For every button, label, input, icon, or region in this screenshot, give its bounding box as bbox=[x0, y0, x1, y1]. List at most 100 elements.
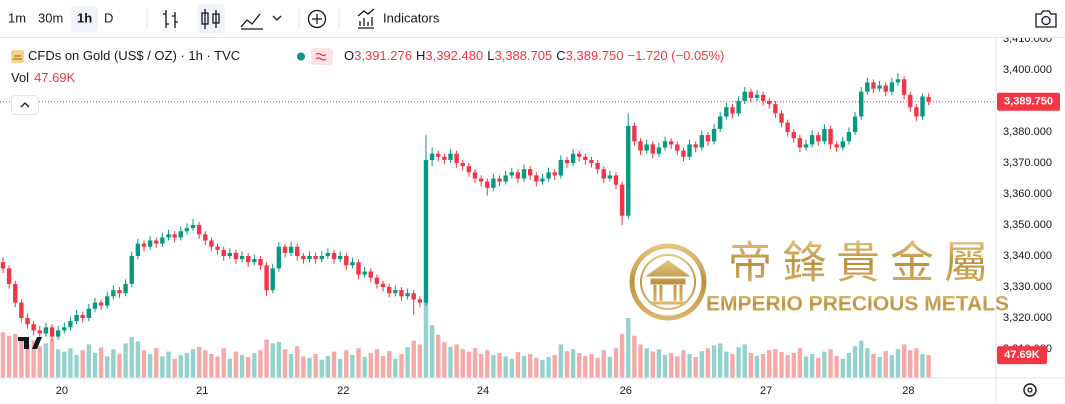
candle-body bbox=[693, 144, 698, 148]
legend-line: CFDs on Gold (US$ / OZ) · 1h · TVC bbox=[28, 48, 240, 63]
volume-bar bbox=[834, 355, 839, 378]
interval-button[interactable]: D bbox=[104, 10, 113, 25]
candle-body bbox=[92, 302, 98, 309]
compare-plus[interactable] bbox=[312, 14, 322, 24]
candle-body bbox=[515, 172, 521, 179]
candle-body bbox=[779, 113, 784, 123]
candle-body bbox=[748, 91, 754, 98]
volume-bar bbox=[301, 356, 306, 378]
screenshot-icon[interactable] bbox=[1035, 10, 1057, 28]
tradingview-logo bbox=[18, 337, 42, 349]
candle-body bbox=[803, 144, 809, 148]
bars-icon[interactable] bbox=[163, 10, 178, 28]
volume-bar bbox=[319, 359, 324, 378]
settings-button[interactable] bbox=[1023, 383, 1037, 397]
volume-bar bbox=[859, 340, 864, 378]
volume-bar bbox=[246, 356, 251, 378]
candles-icon[interactable] bbox=[201, 9, 220, 29]
volume-bar bbox=[123, 343, 128, 378]
candle-body bbox=[601, 169, 606, 179]
indicators-button[interactable]: Indicators bbox=[383, 10, 440, 25]
volume-bar bbox=[37, 346, 42, 378]
candle-body bbox=[681, 150, 686, 157]
volume-bar bbox=[221, 348, 226, 378]
volume-bar bbox=[840, 358, 846, 378]
candle-body bbox=[834, 144, 839, 148]
ohlc-label: C bbox=[556, 48, 565, 63]
candle-body bbox=[74, 314, 79, 322]
candle-body bbox=[350, 262, 355, 266]
candle-body bbox=[914, 107, 919, 117]
symbol-name: CFDs on Gold (US$ / OZ) · 1h · TVC bbox=[28, 48, 240, 63]
candle-body bbox=[307, 256, 312, 260]
volume-bar bbox=[883, 351, 888, 378]
candle-body bbox=[393, 290, 398, 294]
candle-body bbox=[258, 259, 263, 266]
candle-body bbox=[233, 252, 239, 260]
volume-bar bbox=[577, 353, 582, 378]
candle-body bbox=[13, 283, 18, 303]
volume-bar bbox=[111, 349, 116, 378]
volume-bar bbox=[822, 351, 827, 378]
x-tick-label: 28 bbox=[902, 385, 914, 397]
volume-bar bbox=[233, 351, 239, 378]
candle-body bbox=[527, 169, 533, 176]
volume-bar bbox=[86, 344, 92, 378]
volume-bar bbox=[650, 351, 655, 378]
ohlc-label: L bbox=[487, 48, 494, 63]
volume-bar bbox=[613, 348, 619, 378]
candle-body bbox=[423, 159, 429, 303]
volume-bar bbox=[920, 354, 925, 378]
candle-body bbox=[558, 159, 564, 176]
interval-button[interactable]: 30m bbox=[38, 10, 63, 25]
candle-body bbox=[901, 79, 907, 95]
volume-bar bbox=[730, 354, 735, 378]
volume-bar bbox=[276, 342, 282, 378]
volume-bar bbox=[19, 337, 24, 378]
volume-bar bbox=[252, 353, 257, 378]
volume-bar bbox=[828, 349, 833, 378]
data-status-badge bbox=[311, 48, 333, 65]
interval-button[interactable]: 1h bbox=[77, 10, 92, 25]
legend-ohlc: O3,391.276 H3,392.480 L3,388.705 C3,389.750… bbox=[344, 48, 724, 63]
style-dropdown[interactable] bbox=[272, 15, 282, 21]
volume-bar bbox=[62, 351, 67, 378]
volume-bar bbox=[736, 347, 741, 378]
volume-bar bbox=[203, 350, 208, 378]
volume-bar bbox=[865, 348, 870, 378]
ohlc-value: 3,389.750 bbox=[566, 48, 624, 63]
candle-body bbox=[252, 259, 257, 263]
interval-button[interactable]: 1m bbox=[8, 10, 26, 25]
volume-bar bbox=[307, 357, 312, 378]
volume-bar bbox=[288, 354, 294, 378]
volume-bar bbox=[386, 351, 392, 378]
volume-bar bbox=[178, 354, 183, 378]
ohlc-value: 3,392.480 bbox=[425, 48, 483, 63]
volume-bar bbox=[472, 348, 478, 378]
volume-bar bbox=[503, 356, 508, 378]
area-icon[interactable] bbox=[240, 13, 263, 30]
candle-body bbox=[288, 246, 294, 253]
volume-bar bbox=[760, 354, 766, 378]
candle-body bbox=[356, 262, 361, 275]
last-price-badge bbox=[997, 92, 1060, 111]
candle-body bbox=[485, 181, 490, 188]
collapse-button[interactable] bbox=[11, 95, 39, 115]
candle-body bbox=[178, 231, 183, 238]
volume-bar bbox=[718, 343, 723, 378]
candle-body bbox=[920, 96, 925, 117]
candle-body bbox=[662, 141, 668, 148]
volume-bar bbox=[227, 358, 233, 378]
candle-body bbox=[337, 256, 343, 260]
candle-body bbox=[436, 153, 441, 157]
candle-body bbox=[25, 318, 30, 325]
candle-body bbox=[166, 234, 171, 238]
candle-body bbox=[736, 101, 741, 114]
candle-body bbox=[534, 175, 539, 182]
volume-bar bbox=[466, 351, 472, 378]
volume-bar bbox=[668, 353, 674, 378]
volume-label: Vol bbox=[11, 70, 29, 85]
indicators-icon[interactable] bbox=[357, 8, 375, 29]
compare-icon[interactable] bbox=[307, 9, 327, 29]
candle-body bbox=[460, 163, 465, 167]
